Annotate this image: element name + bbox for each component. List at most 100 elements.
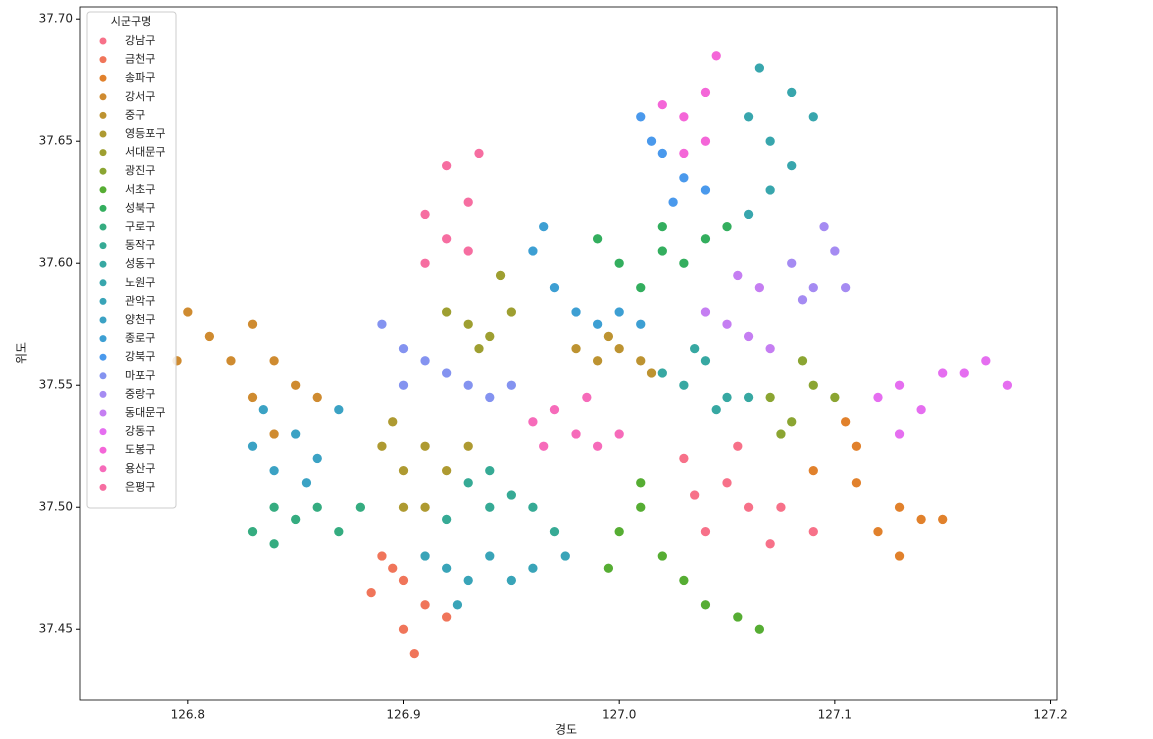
point: [484, 331, 496, 342]
point: [613, 428, 625, 440]
point: [872, 392, 884, 403]
point: [268, 538, 280, 550]
point: [872, 526, 884, 537]
point: [754, 282, 765, 293]
point: [570, 306, 582, 318]
legend-label: 서초구: [125, 183, 155, 196]
legend-label: 금천구: [125, 52, 155, 66]
legend-marker: [99, 390, 107, 398]
point: [764, 392, 776, 403]
point: [915, 514, 927, 525]
point: [775, 428, 787, 440]
point: [462, 440, 474, 452]
point: [635, 501, 647, 513]
point: [807, 111, 819, 123]
point: [559, 550, 571, 562]
point: [462, 196, 474, 208]
point: [290, 379, 302, 391]
point: [807, 282, 819, 293]
legend-label: 강동구: [125, 425, 155, 438]
point: [419, 440, 431, 452]
point: [656, 221, 668, 232]
legend-label: 은평구: [125, 480, 155, 493]
point: [419, 257, 431, 269]
point: [462, 245, 474, 257]
legend-marker: [99, 93, 107, 101]
point: [797, 355, 808, 367]
point: [700, 526, 711, 537]
point: [419, 209, 431, 220]
point: [958, 367, 970, 379]
point: [247, 440, 258, 452]
point: [700, 233, 711, 245]
point: [333, 526, 345, 537]
point: [721, 318, 733, 330]
y-tick-label: 37.45: [39, 622, 73, 636]
point: [754, 62, 765, 74]
points: [171, 50, 1013, 659]
point: [527, 501, 539, 513]
y-tick-label: 37.65: [39, 134, 73, 148]
point: [613, 257, 625, 269]
point: [829, 392, 841, 403]
x-axis-label: 경도: [555, 723, 577, 737]
legend-marker: [99, 446, 107, 454]
point: [398, 379, 409, 391]
point: [495, 270, 506, 281]
legend-label: 구로구: [125, 220, 155, 233]
x-tick-label: 126.8: [171, 708, 205, 722]
point: [505, 575, 517, 586]
point: [462, 575, 474, 586]
point: [441, 367, 452, 379]
point: [505, 306, 517, 318]
point: [398, 465, 409, 476]
point: [441, 562, 452, 574]
point: [743, 501, 754, 513]
point: [603, 562, 614, 574]
point: [484, 392, 496, 403]
point: [247, 318, 258, 330]
point: [441, 233, 452, 245]
point: [894, 501, 905, 513]
point: [182, 306, 194, 318]
legend-marker: [99, 149, 107, 157]
point: [398, 623, 409, 635]
legend-label: 중랑구: [125, 387, 155, 400]
point: [732, 270, 744, 281]
point: [678, 575, 690, 586]
legend-marker: [99, 260, 107, 268]
point: [268, 501, 280, 513]
legend-marker: [99, 223, 107, 231]
legend-label: 용산구: [125, 462, 155, 475]
point: [462, 379, 474, 391]
point: [441, 306, 452, 318]
point: [473, 343, 485, 354]
legend-marker: [99, 316, 107, 324]
point: [301, 477, 312, 489]
legend-title: 시군구명: [111, 15, 151, 28]
point: [311, 392, 323, 403]
point: [527, 416, 539, 428]
point: [635, 318, 647, 330]
point: [333, 404, 345, 415]
point: [311, 501, 323, 513]
point: [570, 343, 582, 354]
point: [527, 245, 539, 257]
point: [257, 404, 269, 415]
point: [807, 465, 819, 476]
point: [700, 184, 711, 196]
point: [452, 599, 463, 611]
legend-label: 마포구: [125, 369, 155, 382]
legend-label: 광진구: [125, 164, 155, 177]
x-tick-label: 126.9: [386, 708, 420, 722]
point: [807, 379, 819, 391]
point: [247, 526, 258, 537]
point: [581, 392, 593, 403]
point: [462, 477, 474, 489]
legend-label: 노원구: [125, 276, 155, 289]
point: [710, 404, 722, 415]
point: [538, 221, 550, 232]
point: [635, 111, 647, 123]
y-axis-label: 위도: [15, 342, 29, 364]
legend-marker: [99, 167, 107, 175]
